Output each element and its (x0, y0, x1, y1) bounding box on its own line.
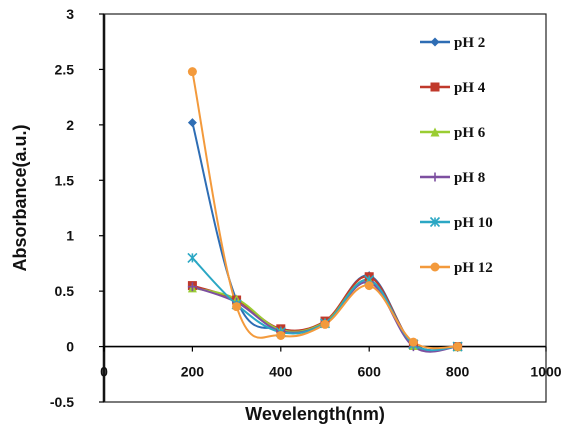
legend-item-ph-6: pH 6 (420, 125, 486, 141)
y-tick-label: 1 (66, 228, 74, 244)
legend-label: pH 6 (454, 125, 486, 141)
data-point-ph-12 (232, 302, 242, 312)
x-tick-label: 0 (100, 364, 108, 380)
x-tick-label: 200 (181, 364, 205, 380)
legend-item-ph-12: pH 12 (420, 260, 493, 276)
y-tick-label: 2 (66, 117, 74, 133)
legend-label: pH 8 (454, 170, 485, 186)
data-point-ph-12 (187, 67, 197, 77)
y-tick-label: 0.5 (55, 283, 75, 299)
x-tick-label: 400 (269, 364, 293, 380)
data-point-ph-12 (408, 337, 418, 347)
series-markers (187, 67, 463, 352)
legend-item-ph-10: pH 10 (420, 215, 493, 231)
y-axis-title: Absorbance(a.u.) (10, 124, 30, 271)
x-tick-label: 1000 (530, 364, 561, 380)
y-tick-label: -0.5 (50, 394, 74, 410)
legend-item-ph-4: pH 4 (420, 80, 486, 96)
y-tick-label: 3 (66, 6, 74, 22)
legend-swatch-marker (430, 37, 440, 47)
legend-swatch-marker (429, 216, 441, 228)
axes (102, 13, 547, 403)
legend-swatch-marker (430, 262, 440, 272)
data-point-ph-12 (320, 319, 330, 329)
legend-item-ph-8: pH 8 (420, 170, 485, 186)
data-point-ph-12 (453, 342, 463, 352)
data-point-ph-10 (187, 252, 198, 263)
legend-swatch-marker (430, 82, 440, 92)
legend-label: pH 12 (454, 260, 493, 276)
legend-label: pH 2 (454, 35, 485, 51)
y-tick-label: 2.5 (55, 61, 75, 77)
legend-swatch-marker (430, 127, 440, 137)
series-line-ph-2 (191, 122, 458, 352)
series-line-ph-12 (191, 71, 458, 350)
data-point-ph-2 (187, 118, 197, 128)
tick-labels: -0.5 0 0.5 1 1.5 2 2.5 3 0 200 400 600 800 1000 (50, 6, 562, 410)
series-lines (191, 71, 458, 353)
legend-label: pH 10 (454, 215, 493, 231)
x-tick-label: 600 (358, 364, 382, 380)
legend-label: pH 4 (454, 80, 486, 96)
data-point-ph-12 (364, 281, 374, 291)
data-point-ph-8 (187, 282, 197, 292)
plot-area-frame (103, 13, 547, 403)
y-tick-label: 0 (66, 339, 74, 355)
x-tick-label: 800 (446, 364, 470, 380)
legend-swatch-marker (430, 172, 440, 182)
x-axis-title: Wevelength(nm) (245, 404, 385, 424)
y-tick-label: 1.5 (55, 172, 75, 188)
data-point-ph-12 (276, 330, 286, 340)
legend-item-ph-2: pH 2 (420, 35, 485, 51)
legend: pH 2 pH 4 pH 6 pH 8 pH 10 pH 12 (420, 35, 493, 276)
